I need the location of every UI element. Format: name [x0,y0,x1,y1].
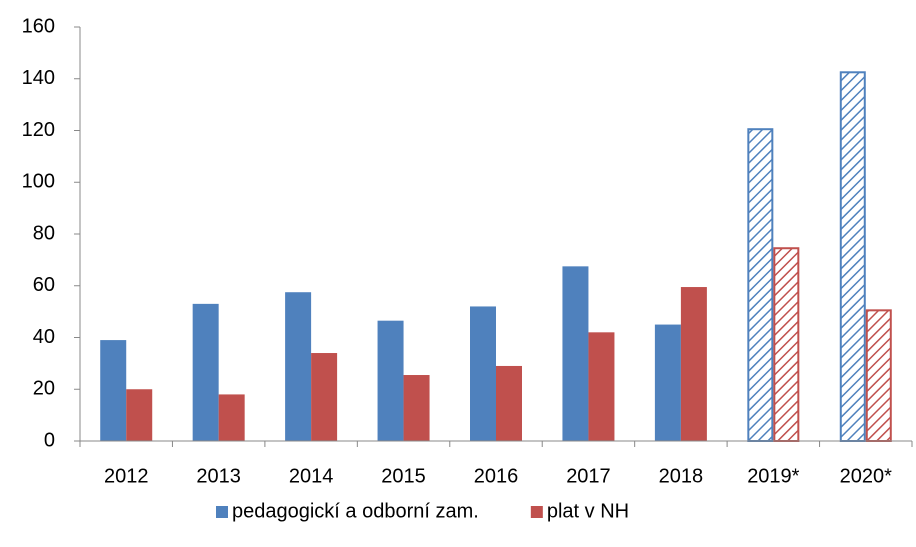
bar [377,320,404,441]
legend-label: pedagogickí a odborní zam. [232,500,479,522]
legend-label: plat v NH [547,500,629,522]
bar [747,128,774,443]
y-tick-label: 140 [22,67,55,89]
y-tick-label: 40 [33,326,55,348]
legend-swatch [216,506,228,518]
bar [680,287,707,441]
legend-swatch [530,506,543,518]
y-tick-label: 160 [22,15,55,37]
bar [218,394,245,441]
bar [562,266,589,441]
bar [839,71,866,442]
y-tick-label: 0 [44,429,55,451]
bar [311,353,338,441]
x-tick-label: 2019* [747,465,799,487]
x-tick-label: 2012 [104,465,149,487]
y-tick-label: 120 [22,119,55,141]
bar [654,324,681,441]
x-tick-label: 2020* [840,465,892,487]
y-tick-label: 80 [33,222,55,244]
bar [192,303,219,441]
bar [496,365,522,441]
x-tick-label: 2017 [566,465,611,487]
x-tick-label: 2014 [289,465,334,487]
y-tick-label: 100 [22,171,55,193]
x-tick-label: 2018 [659,465,704,487]
x-tick-label: 2013 [196,465,241,487]
bar [100,340,127,441]
bar [403,375,430,441]
y-tick-label: 20 [33,378,55,400]
bar [773,247,800,442]
bar [865,309,892,442]
bar [470,306,496,441]
x-tick-label: 2015 [381,465,426,487]
bar [126,389,153,441]
bar [285,292,312,441]
x-tick-label: 2016 [474,465,519,487]
bar [588,332,615,441]
y-tick-label: 60 [33,274,55,296]
